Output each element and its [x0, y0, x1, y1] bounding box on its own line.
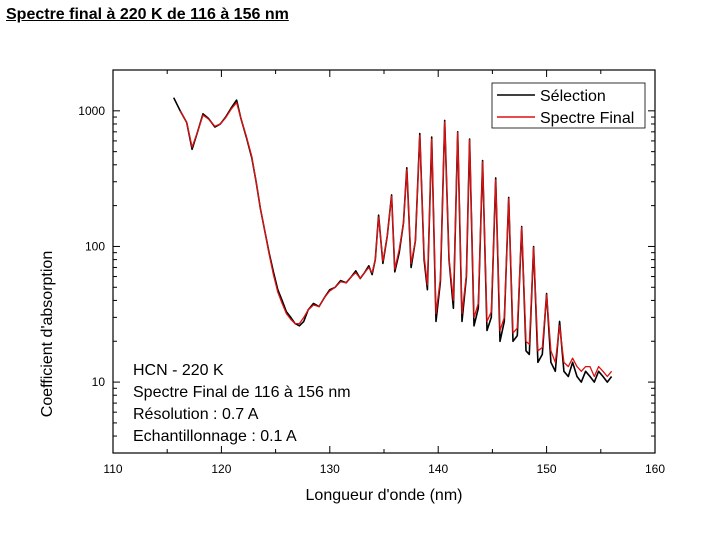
- x-tick-label: 130: [320, 462, 340, 476]
- y-tick-label: 10: [92, 375, 106, 389]
- x-tick-label: 120: [211, 462, 231, 476]
- annotation-line-2: Spectre Final de 116 à 156 nm: [133, 384, 351, 401]
- y-tick-label: 1000: [78, 104, 105, 118]
- y-tick-label: 100: [85, 239, 105, 253]
- annotation-line-1: HCN - 220 K: [133, 362, 224, 379]
- chart-annotation: HCN - 220 K Spectre Final de 116 à 156 n…: [133, 362, 351, 445]
- series-line-spectre-final: [179, 101, 613, 378]
- x-tick-label: 150: [537, 462, 557, 476]
- annotation-line-4: Echantillonnage : 0.1 A: [133, 428, 297, 445]
- y-axis-title: Coefficient d'absorption: [39, 251, 56, 417]
- legend-box: [491, 82, 646, 129]
- legend-label-spectre-final: Spectre Final: [540, 110, 634, 127]
- slide-title: Spectre final à 220 K de 116 à 156 nm: [6, 6, 289, 23]
- x-tick-label: 160: [645, 462, 665, 476]
- axis-ticks: 110 120 130 140 150 160 10 100 1000: [78, 70, 665, 476]
- x-tick-label: 110: [103, 462, 122, 476]
- chart-legend: Sélection Spectre Final: [491, 82, 646, 129]
- series-layer: [172, 97, 613, 383]
- annotation-line-3: Résolution : 0.7 A: [133, 406, 259, 423]
- x-tick-label: 140: [428, 462, 448, 476]
- legend-label-selection: Sélection: [540, 88, 606, 105]
- x-axis-title: Longueur d'onde (nm): [306, 487, 463, 504]
